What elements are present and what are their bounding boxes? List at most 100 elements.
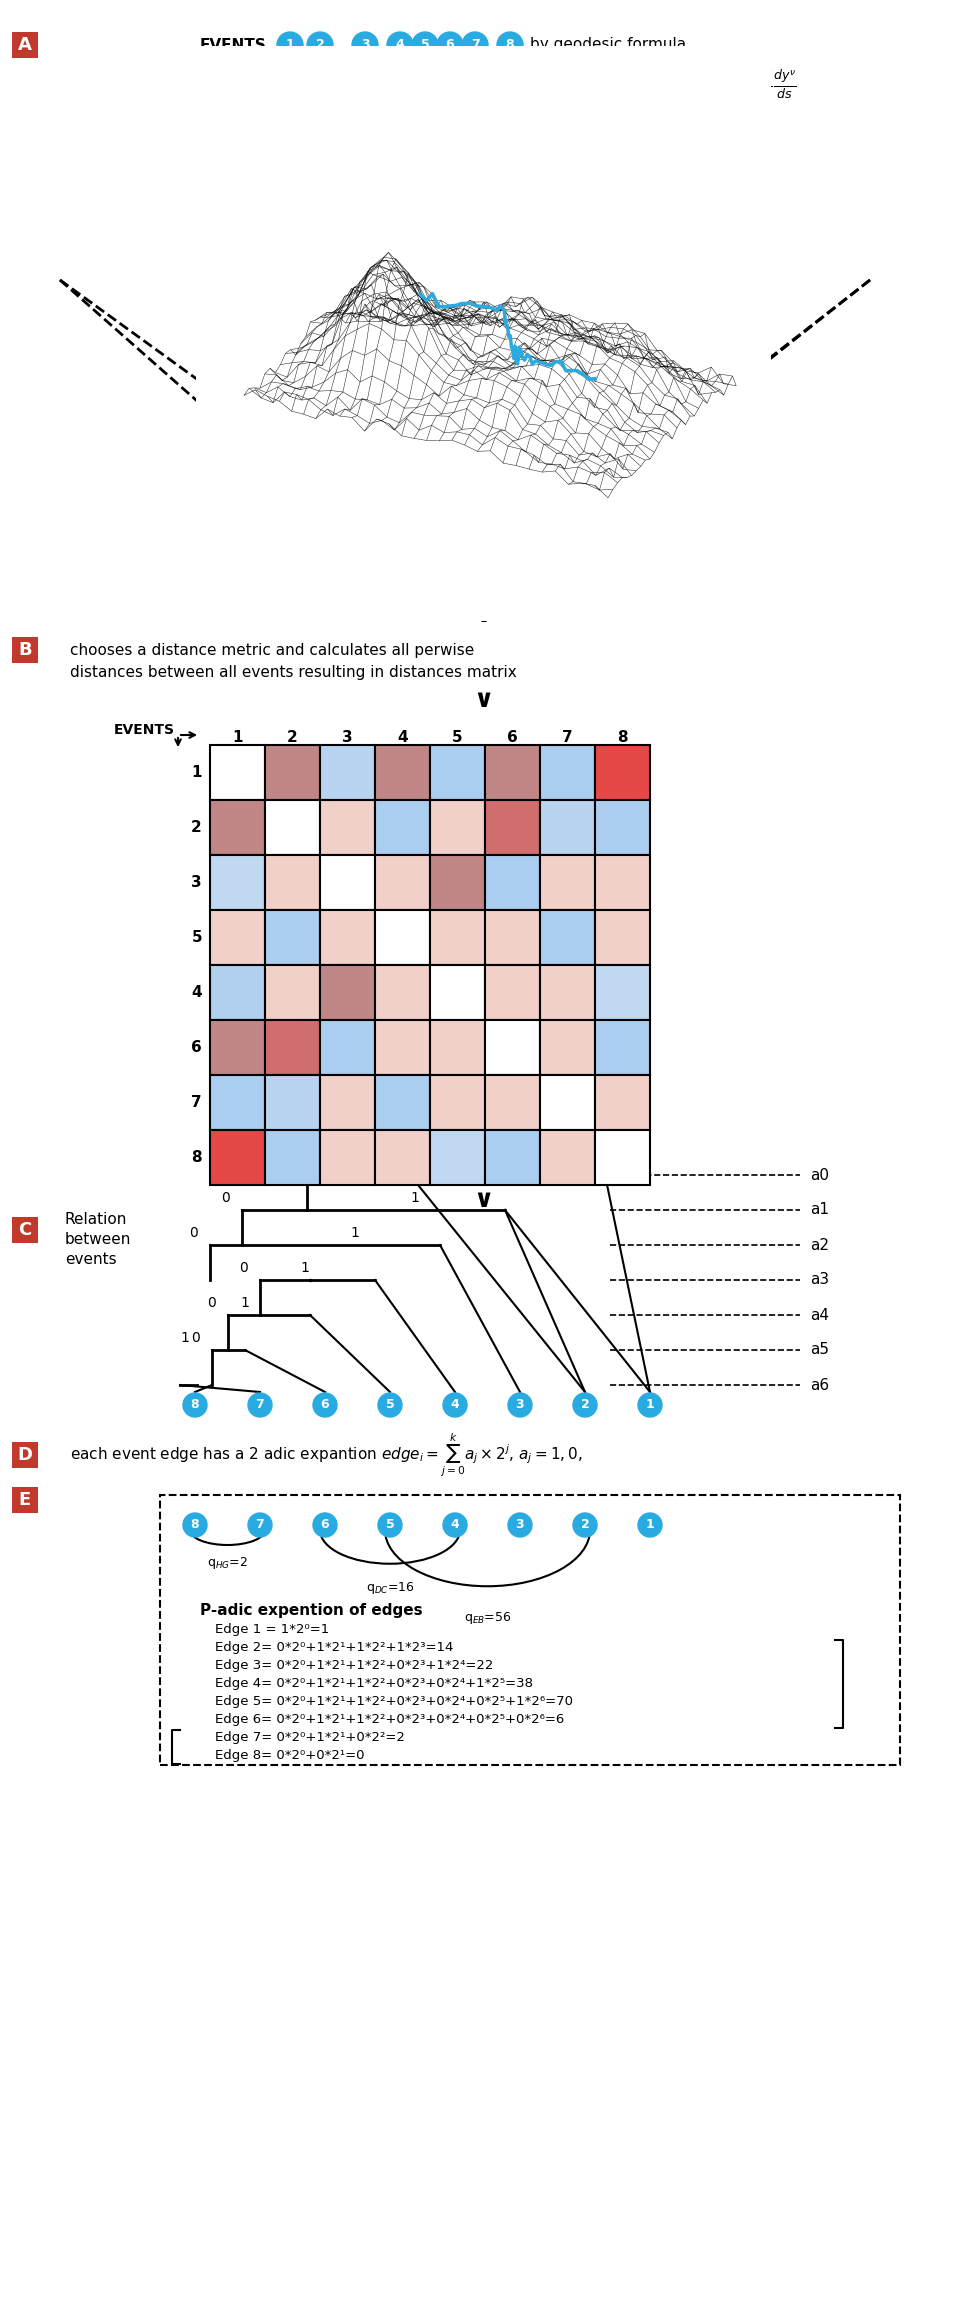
Text: ∨: ∨ — [473, 688, 493, 713]
Text: 1: 1 — [646, 1518, 655, 1532]
Text: Edge 6= 0*2⁰+1*2¹+1*2²+0*2³+0*2⁴+0*2⁵+0*2⁶=6: Edge 6= 0*2⁰+1*2¹+1*2²+0*2³+0*2⁴+0*2⁵+0*… — [215, 1714, 565, 1727]
Circle shape — [638, 1394, 662, 1417]
Circle shape — [573, 1394, 597, 1417]
Text: 2: 2 — [191, 821, 202, 835]
Text: 3: 3 — [342, 729, 353, 745]
Bar — [375, 800, 430, 856]
Bar — [595, 1074, 650, 1129]
Bar — [430, 911, 485, 966]
Bar — [265, 1129, 320, 1184]
Text: 7: 7 — [562, 729, 572, 745]
Bar — [595, 966, 650, 1019]
Text: a3: a3 — [810, 1272, 829, 1288]
Circle shape — [378, 1513, 402, 1536]
Circle shape — [277, 32, 303, 58]
Circle shape — [497, 32, 523, 58]
Text: 5: 5 — [386, 1398, 395, 1412]
Text: D: D — [17, 1447, 33, 1465]
Bar — [485, 856, 540, 911]
Text: 7: 7 — [255, 1518, 264, 1532]
Text: 5: 5 — [386, 1518, 395, 1532]
Text: 8: 8 — [506, 39, 514, 51]
Text: 7: 7 — [255, 1398, 264, 1412]
Text: chooses a distance metric and calculates all perwise: chooses a distance metric and calculates… — [70, 642, 474, 658]
Bar — [485, 911, 540, 966]
Text: 8: 8 — [191, 1150, 202, 1166]
Text: 1: 1 — [646, 1398, 655, 1412]
Circle shape — [443, 1513, 467, 1536]
Text: each event edge has a 2 adic expantion $edge_i = \sum_{j=0}^{k} a_j \times 2^j$,: each event edge has a 2 adic expantion $… — [70, 1431, 583, 1479]
Text: 7: 7 — [471, 39, 480, 51]
Bar — [540, 1074, 595, 1129]
Text: events: events — [65, 1254, 117, 1267]
Bar — [430, 800, 485, 856]
FancyBboxPatch shape — [12, 1488, 38, 1513]
Circle shape — [437, 32, 463, 58]
Circle shape — [248, 1394, 272, 1417]
Circle shape — [638, 1513, 662, 1536]
Circle shape — [573, 1513, 597, 1536]
Text: ∨: ∨ — [473, 603, 493, 628]
Bar — [540, 1129, 595, 1184]
Text: 6: 6 — [321, 1518, 330, 1532]
Circle shape — [378, 1394, 402, 1417]
Text: 6: 6 — [507, 729, 518, 745]
Text: 3: 3 — [361, 39, 369, 51]
Text: 4: 4 — [397, 729, 408, 745]
Text: q$_{HG}$=2: q$_{HG}$=2 — [207, 1555, 248, 1571]
Bar — [375, 1074, 430, 1129]
Text: B: B — [18, 642, 32, 660]
Bar — [540, 856, 595, 911]
Bar — [595, 800, 650, 856]
Text: 2: 2 — [580, 1518, 589, 1532]
Bar — [540, 800, 595, 856]
Text: EVENTS: EVENTS — [200, 37, 267, 53]
Circle shape — [183, 1513, 207, 1536]
Text: Edge 4= 0*2⁰+1*2¹+1*2²+0*2³+0*2⁴+1*2⁵=38: Edge 4= 0*2⁰+1*2¹+1*2²+0*2³+0*2⁴+1*2⁵=38 — [215, 1677, 533, 1690]
Bar — [375, 1129, 430, 1184]
Text: by geodesic formula: by geodesic formula — [530, 37, 687, 53]
Bar — [210, 1074, 265, 1129]
Bar — [430, 1074, 485, 1129]
Bar — [210, 856, 265, 911]
Text: Observer "O": Observer "O" — [412, 570, 554, 589]
Bar — [320, 966, 375, 1019]
Text: 3: 3 — [515, 1518, 524, 1532]
Text: 4: 4 — [396, 39, 404, 51]
Bar — [595, 856, 650, 911]
Bar — [375, 745, 430, 800]
Text: 0: 0 — [207, 1295, 216, 1311]
Circle shape — [387, 32, 413, 58]
Text: 1: 1 — [350, 1226, 359, 1240]
Bar — [595, 1019, 650, 1074]
Text: 4: 4 — [451, 1398, 459, 1412]
Bar — [375, 911, 430, 966]
Text: Relation: Relation — [65, 1212, 128, 1228]
Bar — [210, 966, 265, 1019]
Text: a2: a2 — [810, 1237, 829, 1254]
Bar — [210, 1019, 265, 1074]
Circle shape — [412, 32, 438, 58]
Bar — [540, 966, 595, 1019]
Bar — [485, 1019, 540, 1074]
Bar — [265, 800, 320, 856]
Bar — [320, 911, 375, 966]
Text: 4: 4 — [451, 1518, 459, 1532]
Bar — [320, 1019, 375, 1074]
Text: 1: 1 — [180, 1332, 189, 1345]
Circle shape — [443, 1394, 467, 1417]
Circle shape — [313, 1394, 337, 1417]
Text: between: between — [65, 1233, 132, 1247]
Text: a0: a0 — [810, 1168, 829, 1182]
Bar — [375, 856, 430, 911]
Text: 3: 3 — [515, 1398, 524, 1412]
Bar — [540, 1019, 595, 1074]
Text: 2: 2 — [287, 729, 298, 745]
Text: 1: 1 — [191, 766, 202, 780]
Text: E: E — [19, 1490, 31, 1509]
Circle shape — [313, 1513, 337, 1536]
Text: 2: 2 — [315, 39, 324, 51]
FancyBboxPatch shape — [12, 637, 38, 662]
Text: 1: 1 — [300, 1260, 308, 1274]
Text: Edge 8= 0*2⁰+0*2¹=0: Edge 8= 0*2⁰+0*2¹=0 — [215, 1750, 365, 1762]
